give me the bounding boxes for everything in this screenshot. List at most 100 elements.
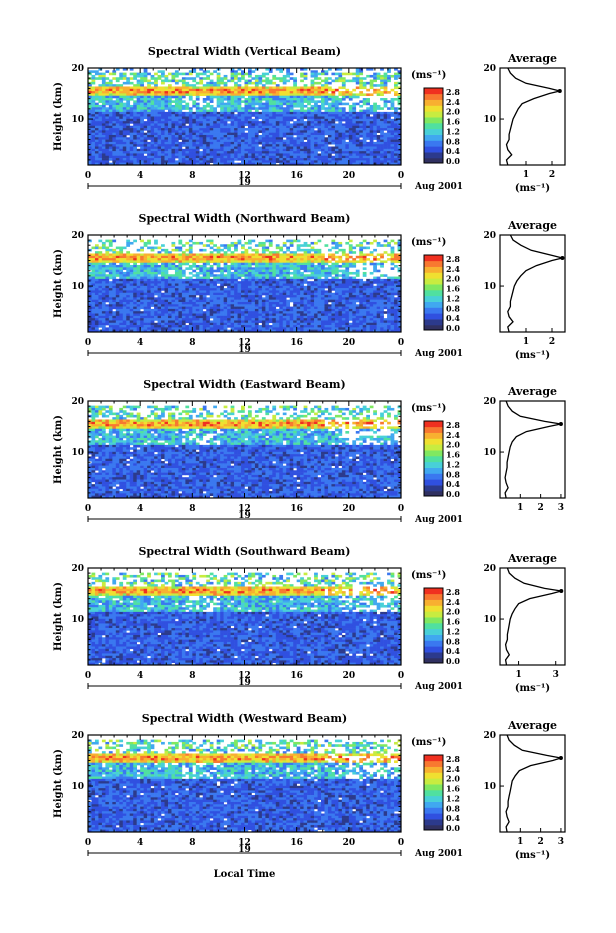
heatmap-cell (224, 119, 228, 122)
heatmap-cell (217, 86, 221, 89)
heatmap-cell (168, 251, 172, 254)
heatmap-cell (356, 123, 360, 126)
heatmap-cell (147, 281, 151, 284)
heatmap-cell (314, 249, 318, 252)
heatmap-cell (154, 137, 158, 140)
heatmap-cell (98, 267, 102, 270)
heatmap-cell (335, 147, 339, 150)
heatmap-cell (314, 82, 318, 85)
heatmap-cell (182, 130, 186, 133)
heatmap-cell (265, 137, 269, 140)
heatmap-cell (328, 98, 332, 101)
heatmap-cell (210, 126, 214, 129)
heatmap-cell (203, 288, 207, 291)
heatmap-cell (345, 288, 349, 291)
heatmap-cell (199, 272, 203, 275)
heatmap-cell (324, 98, 328, 101)
heatmap-cell (144, 77, 148, 80)
heatmap-cell (251, 256, 255, 259)
heatmap-cell (356, 144, 360, 147)
heatmap-cell (161, 117, 165, 120)
heatmap-cell (283, 75, 287, 78)
heatmap-cell (255, 279, 259, 282)
heatmap-cell (391, 240, 395, 243)
heatmap-cell (262, 114, 266, 117)
heatmap-cell (238, 93, 242, 96)
heatmap-cell (140, 247, 144, 250)
heatmap-cell (387, 107, 391, 110)
heatmap-cell (137, 110, 141, 113)
heatmap-cell (151, 288, 155, 291)
heatmap-cell (304, 100, 308, 103)
heatmap-cell (380, 77, 384, 80)
heatmap-cell (165, 156, 169, 159)
heatmap-cell (224, 110, 228, 113)
heatmap-cell (199, 277, 203, 280)
heatmap-cell (154, 286, 158, 289)
heatmap-cell (171, 80, 175, 83)
heatmap-cell (231, 244, 235, 247)
heatmap-cell (262, 140, 266, 143)
heatmap-cell (359, 147, 363, 150)
heatmap-cell (227, 144, 231, 147)
heatmap-cell (300, 98, 304, 101)
heatmap-cell (262, 253, 266, 256)
heatmap-cell (227, 142, 231, 145)
heatmap-cell (248, 284, 252, 287)
heatmap-cell (279, 158, 283, 161)
heatmap-cell (133, 265, 137, 268)
heatmap-cell (283, 260, 287, 263)
heatmap-cell (189, 77, 193, 80)
heatmap-cell (377, 263, 381, 266)
heatmap-cell (324, 284, 328, 287)
heatmap-cell (387, 133, 391, 136)
heatmap-cell (349, 272, 353, 275)
heatmap-cell (241, 251, 245, 254)
heatmap-cell (102, 290, 106, 293)
heatmap-cell (377, 91, 381, 94)
heatmap-cell (276, 272, 280, 275)
heatmap-cell (265, 265, 269, 268)
heatmap-cell (241, 73, 245, 76)
heatmap-cell (217, 156, 221, 159)
heatmap-cell (245, 284, 249, 287)
heatmap-cell (352, 142, 356, 145)
heatmap-cell (203, 133, 207, 136)
heatmap-cell (262, 80, 266, 83)
heatmap-cell (251, 290, 255, 293)
heatmap-cell (318, 147, 322, 150)
heatmap-cell (161, 144, 165, 147)
heatmap-cell (210, 144, 214, 147)
heatmap-cell (105, 247, 109, 250)
heatmap-cell (109, 128, 113, 131)
heatmap-cell (116, 265, 120, 268)
heatmap-cell (140, 144, 144, 147)
heatmap-cell (279, 123, 283, 126)
heatmap-cell (335, 142, 339, 145)
heatmap-cell (112, 137, 116, 140)
heatmap-cell (158, 288, 162, 291)
heatmap-cell (158, 293, 162, 296)
heatmap-cell (345, 142, 349, 145)
heatmap-cell (171, 274, 175, 277)
heatmap-cell (171, 249, 175, 252)
heatmap-cell (196, 258, 200, 261)
heatmap-cell (338, 103, 342, 106)
heatmap-cell (245, 279, 249, 282)
heatmap-cell (352, 114, 356, 117)
heatmap-cell (130, 158, 134, 161)
heatmap-cell (220, 286, 224, 289)
heatmap-cell (241, 140, 245, 143)
heatmap-cell (342, 82, 346, 85)
heatmap-cell (318, 82, 322, 85)
heatmap-cell (144, 70, 148, 73)
heatmap-cell (109, 126, 113, 129)
heatmap-cell (140, 73, 144, 76)
heatmap-cell (119, 160, 123, 163)
heatmap-cell (192, 293, 196, 296)
heatmap-cell (248, 128, 252, 131)
heatmap-cell (171, 91, 175, 94)
heatmap-cell (373, 80, 377, 83)
heatmap-cell (182, 279, 186, 282)
heatmap-cell (227, 89, 231, 92)
